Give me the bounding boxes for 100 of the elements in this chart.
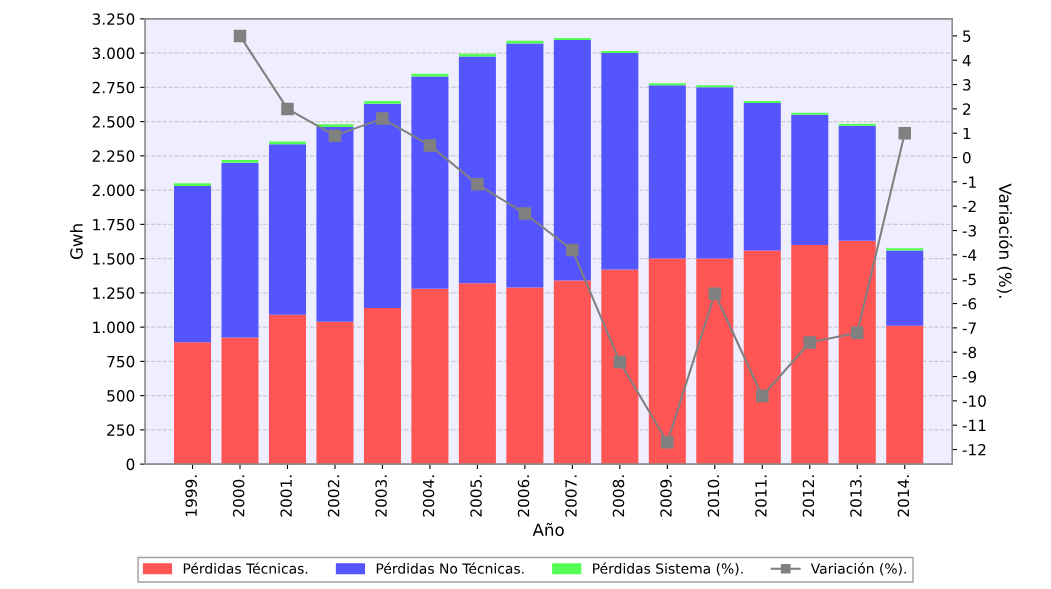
bar	[221, 162, 259, 338]
x-tick-label: 2014.	[897, 475, 910, 517]
bar	[363, 103, 401, 308]
y2-tick-label: -6	[962, 298, 977, 310]
bar	[743, 250, 781, 465]
bar	[411, 76, 449, 289]
y2-tick-label: -1	[962, 176, 976, 188]
y-tick-label: 1.750	[93, 218, 135, 231]
bar	[174, 342, 212, 465]
legend-label: Pérdidas Técnicas.	[183, 562, 308, 574]
bar	[268, 314, 306, 465]
x-tick-label: 2004.	[422, 475, 435, 517]
point	[281, 102, 294, 116]
y-tick-label: 0	[126, 458, 135, 471]
bar	[458, 56, 496, 284]
bar	[506, 287, 544, 465]
bar	[458, 283, 496, 465]
point	[518, 207, 532, 220]
x-tick-label: 2005.	[470, 475, 482, 517]
point	[803, 336, 817, 349]
y-tick-label: 2.750	[92, 81, 135, 94]
y-tick-label: 250	[107, 424, 135, 436]
y2-tick-label: -10	[962, 395, 986, 407]
x-tick-label: 2000.	[232, 475, 245, 517]
y2-tick-label: -5	[962, 273, 976, 286]
bar	[411, 288, 449, 465]
bar	[838, 123, 876, 126]
bar	[506, 40, 544, 44]
x-tick-label: 2008.	[612, 475, 625, 517]
bar	[886, 248, 924, 251]
bar	[601, 269, 639, 465]
point	[376, 112, 389, 125]
bar	[221, 337, 259, 465]
y-tick-label: 1.250	[93, 287, 135, 299]
bar	[648, 85, 686, 259]
bar	[553, 38, 591, 41]
point	[566, 243, 579, 257]
point	[708, 287, 722, 301]
bar	[553, 40, 591, 281]
point	[756, 389, 769, 403]
x-axis-title: Año	[532, 522, 564, 537]
y-tick-label: 1.500	[93, 253, 135, 265]
y2-tick-label: 1	[963, 127, 971, 140]
legend-label: Pérdidas No Técnicas.	[376, 562, 524, 574]
y2-tick-label: 3	[963, 79, 971, 91]
bar	[268, 141, 306, 145]
bar	[458, 53, 496, 57]
bar	[648, 83, 686, 86]
bar	[316, 127, 354, 322]
bar	[268, 144, 306, 315]
x-tick-label: 2009.	[660, 475, 672, 517]
bar	[601, 51, 639, 54]
x-tick-label: 2002.	[327, 475, 340, 517]
y-tick-label: 750	[107, 355, 135, 368]
y2-axis-title: Variación (%).	[997, 183, 1013, 298]
bar	[316, 321, 354, 465]
x-tick-label: 2001.	[280, 475, 292, 517]
y2-tick-label: 0	[962, 152, 971, 164]
y2-tick-label: -4	[962, 249, 977, 261]
bar	[696, 87, 734, 259]
bar	[363, 307, 401, 465]
bar	[363, 101, 401, 104]
bar	[886, 250, 924, 326]
y-axis-title: Gwh	[69, 224, 83, 260]
x-tick-label: 2011.	[755, 475, 767, 517]
bar	[601, 53, 639, 270]
bar	[174, 183, 212, 186]
bar	[791, 112, 829, 115]
y-tick-label: 1.000	[93, 321, 135, 334]
y-tick-label: 2.000	[92, 184, 135, 197]
point	[661, 435, 674, 449]
x-tick-label: 2012.	[802, 475, 815, 517]
bar	[791, 114, 829, 245]
bar	[791, 244, 829, 465]
bar	[838, 240, 876, 465]
bar	[553, 280, 591, 465]
y2-tick-label: -11	[962, 419, 986, 431]
y2-tick-label: 2	[963, 103, 971, 115]
y2-tick-label: -8	[962, 346, 977, 359]
x-tick-label: 2003.	[375, 475, 387, 517]
bar	[838, 125, 876, 241]
x-tick-label: 2010.	[707, 475, 720, 517]
bar	[221, 159, 259, 163]
y-tick-label: 2.250	[92, 150, 135, 162]
y-tick-label: 2.500	[92, 116, 135, 128]
x-tick-label: 2013.	[850, 475, 862, 517]
y2-tick-label: -12	[962, 444, 986, 456]
point	[328, 129, 342, 142]
bar	[886, 325, 924, 465]
y-tick-label: 3.000	[92, 47, 135, 60]
bar	[316, 124, 354, 128]
y2-tick-label: -2	[962, 200, 976, 213]
point	[850, 326, 864, 339]
bar	[648, 258, 686, 465]
bar	[743, 101, 781, 104]
point	[898, 126, 911, 140]
x-tick-label: 1999.	[185, 475, 197, 516]
y2-tick-label: -9	[962, 371, 977, 383]
legend-label: Variación (%).	[810, 562, 906, 576]
y-tick-label: 500	[107, 390, 135, 402]
